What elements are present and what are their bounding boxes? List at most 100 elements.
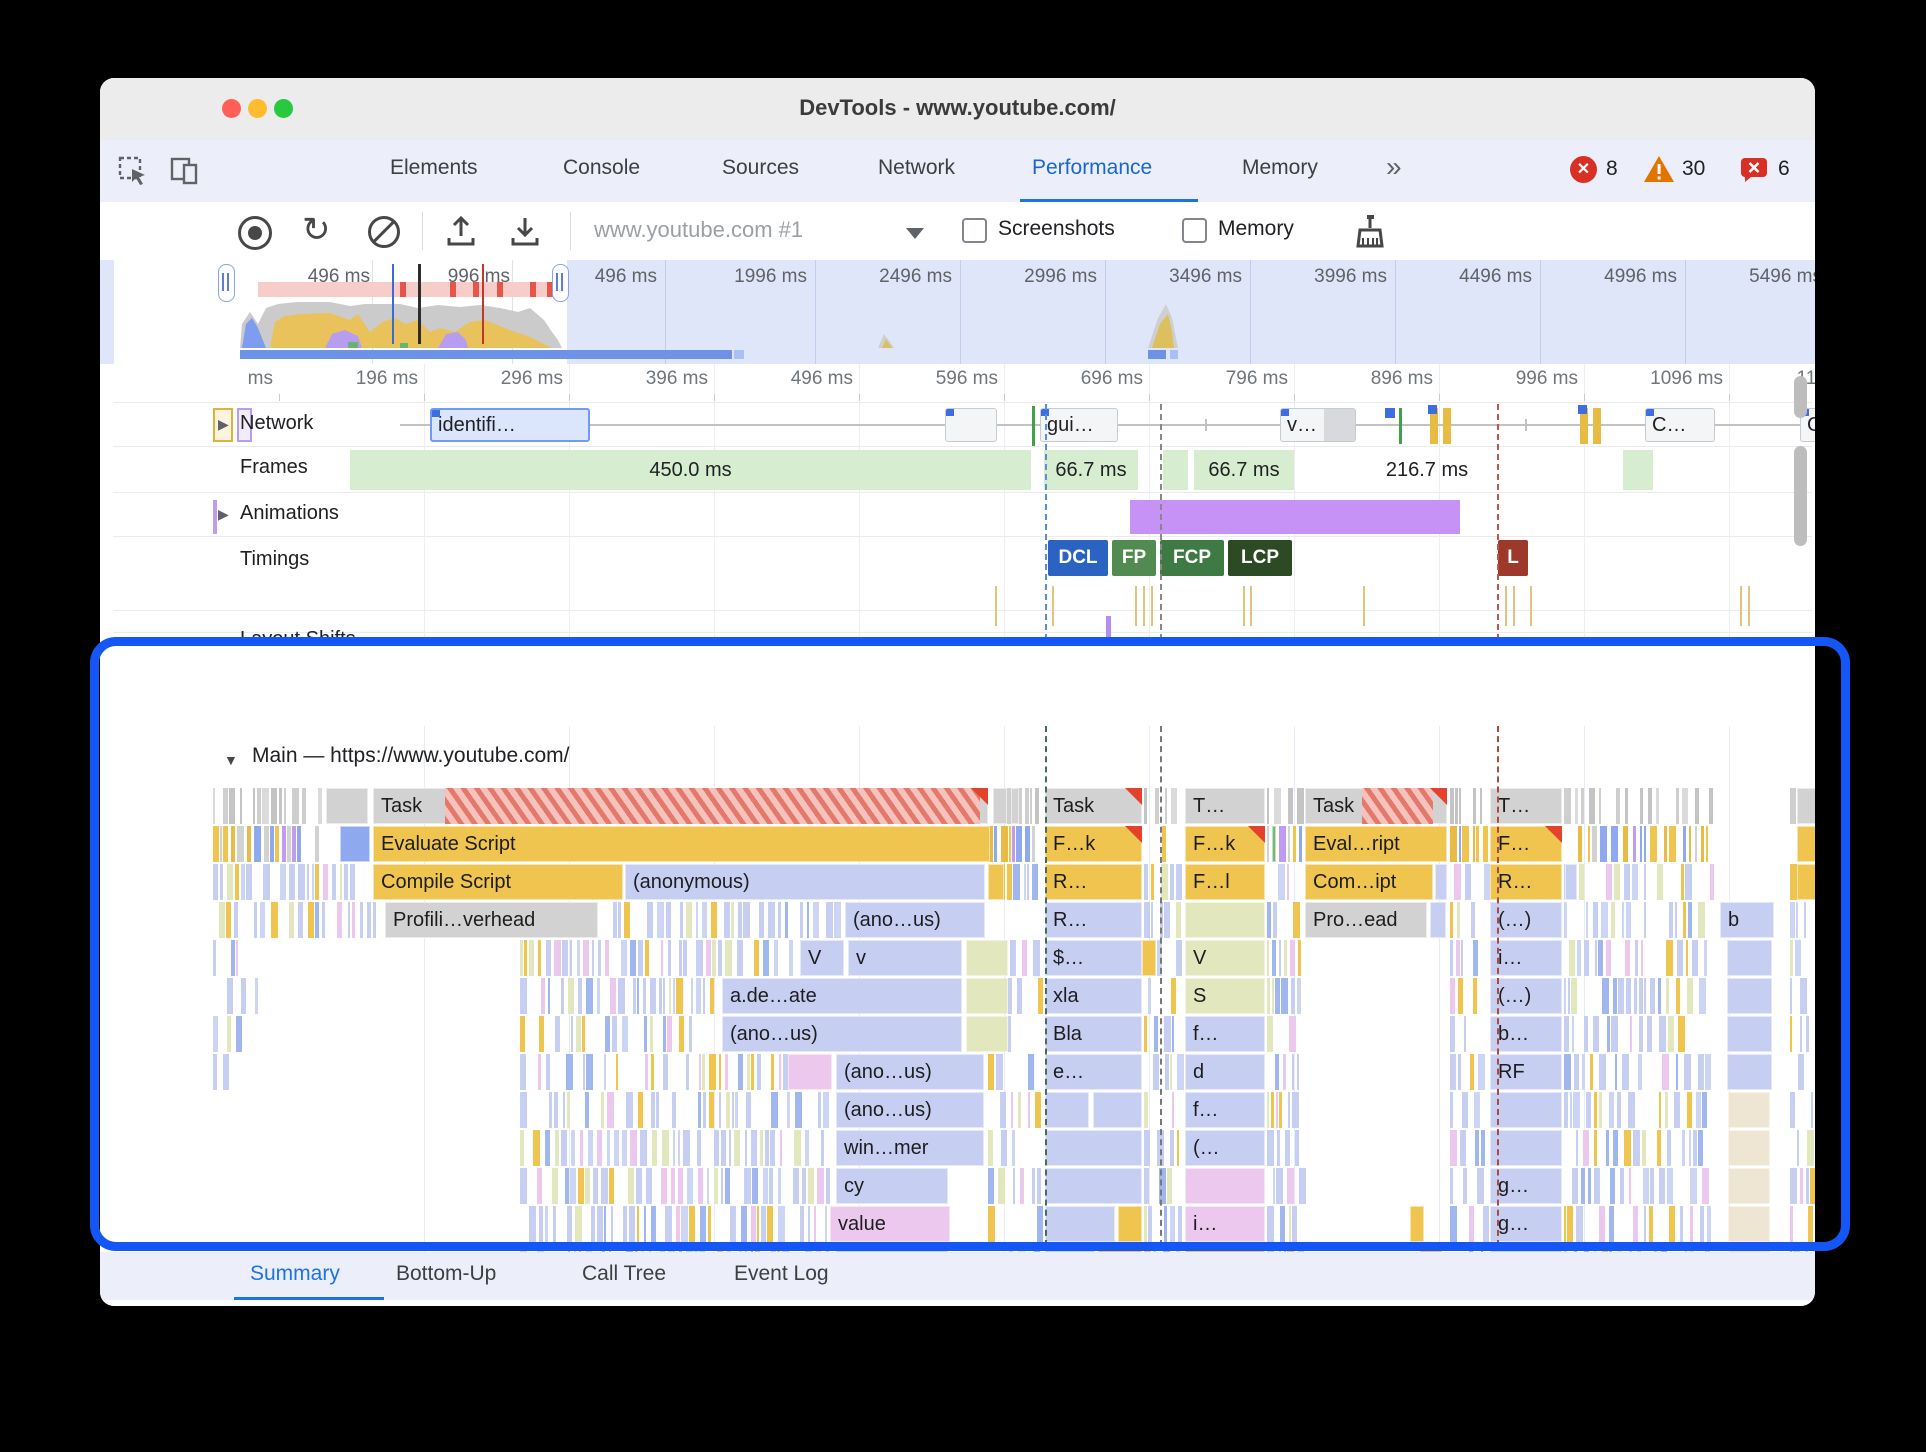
flame-bar[interactable]: g… <box>1490 1168 1562 1204</box>
flame-bar[interactable] <box>1045 1092 1089 1128</box>
flame-bar[interactable]: i… <box>1185 1206 1265 1242</box>
frames-segment[interactable] <box>1623 450 1653 490</box>
flame-bar[interactable] <box>993 788 1007 824</box>
network-chip-yellow[interactable] <box>1580 408 1588 444</box>
tab-bottom-up[interactable]: Bottom-Up <box>396 1262 497 1285</box>
flame-bar[interactable] <box>966 978 1008 1014</box>
tracks-scrollbar[interactable] <box>1794 376 1807 418</box>
frames-segment[interactable]: 66.7 ms <box>1044 450 1138 490</box>
flame-bar[interactable]: value <box>830 1206 950 1242</box>
timing-marker-dcl[interactable]: DCL <box>1048 540 1108 576</box>
inspect-element-icon[interactable] <box>118 156 148 186</box>
flame-bar[interactable]: S <box>1185 978 1265 1014</box>
flame-bar[interactable] <box>788 1054 832 1090</box>
flame-bar[interactable]: Task <box>1305 788 1447 824</box>
flame-bar[interactable] <box>1435 864 1447 900</box>
network-chip[interactable] <box>945 408 997 442</box>
flame-bar[interactable]: Bla <box>1045 1016 1142 1052</box>
memory-checkbox-label[interactable]: Memory <box>1218 217 1294 240</box>
network-chip-yellow[interactable] <box>1593 408 1601 444</box>
error-count[interactable]: 8 <box>1606 157 1618 180</box>
record-button[interactable] <box>238 216 272 250</box>
flame-bar[interactable]: (… <box>1185 1130 1265 1166</box>
animation-bar[interactable] <box>1130 500 1460 534</box>
flame-bar[interactable] <box>1565 864 1577 900</box>
panel-scrollbar[interactable] <box>1794 446 1807 546</box>
animations-expander-icon[interactable]: ▶ <box>218 506 229 522</box>
flame-bar[interactable]: i… <box>1490 940 1562 976</box>
tab-memory[interactable]: Memory <box>1242 156 1318 179</box>
flame-bar[interactable]: V <box>800 940 844 976</box>
flame-bar[interactable]: Task <box>373 788 988 824</box>
flame-bar[interactable]: (…) <box>1490 978 1562 1014</box>
flame-bar[interactable] <box>1727 978 1772 1014</box>
flame-bar[interactable]: F…k <box>1045 826 1142 862</box>
screenshots-checkbox-label[interactable]: Screenshots <box>998 217 1115 240</box>
animation-bar-clipped[interactable] <box>213 500 217 534</box>
flame-bar[interactable] <box>1728 1092 1770 1128</box>
flame-bar[interactable]: b… <box>1490 1016 1562 1052</box>
issues-count[interactable]: 6 <box>1778 157 1790 180</box>
flame-bar[interactable] <box>1045 1130 1142 1166</box>
flame-bar[interactable]: f… <box>1185 1092 1265 1128</box>
zoom-window-button[interactable] <box>274 99 293 118</box>
flame-bar[interactable]: R… <box>1045 902 1142 938</box>
flame-bar[interactable]: b <box>1720 902 1774 938</box>
timing-marker-lcp[interactable]: LCP <box>1228 540 1292 576</box>
flame-bar[interactable]: e… <box>1045 1054 1142 1090</box>
flame-bar[interactable]: g… <box>1490 1206 1562 1242</box>
flame-bar[interactable]: (ano…us) <box>845 902 985 938</box>
layout-shift-mark[interactable] <box>1106 616 1111 640</box>
overview-right-handle[interactable] <box>552 264 569 302</box>
flame-bar[interactable] <box>1727 940 1772 976</box>
network-chip-yellow[interactable] <box>1443 408 1451 444</box>
flame-bar[interactable] <box>1797 788 1815 824</box>
flame-bar[interactable]: Task <box>1045 788 1142 824</box>
flame-bar[interactable]: RF <box>1490 1054 1562 1090</box>
tab-call-tree[interactable]: Call Tree <box>582 1262 667 1285</box>
flame-bar[interactable]: Eval…ript <box>1305 826 1447 862</box>
network-chip[interactable]: identifi… <box>430 408 590 442</box>
garbage-collect-broom-icon[interactable] <box>1348 212 1386 252</box>
tab-summary[interactable]: Summary <box>250 1262 340 1285</box>
flame-bar[interactable]: (anonymous) <box>625 864 985 900</box>
flame-bar[interactable] <box>1185 1168 1265 1204</box>
flame-bar[interactable]: a.de…ate <box>722 978 962 1014</box>
frames-segment[interactable]: 66.7 ms <box>1194 450 1294 490</box>
frames-segment[interactable] <box>1163 450 1188 490</box>
flame-bar[interactable]: Pro…ead <box>1305 902 1427 938</box>
flame-bar[interactable] <box>1011 788 1019 824</box>
more-tabs-icon[interactable]: » <box>1386 151 1402 182</box>
flame-bar[interactable]: Profili…verhead <box>385 902 598 938</box>
flame-bar[interactable] <box>1727 1054 1772 1090</box>
load-profile-icon[interactable] <box>444 214 478 248</box>
flame-bar[interactable]: F… <box>1490 826 1562 862</box>
flame-bar[interactable] <box>1045 1206 1115 1242</box>
flame-bar[interactable] <box>326 788 368 824</box>
flame-bar[interactable]: d <box>1185 1054 1265 1090</box>
reload-and-record-icon[interactable]: ↻ <box>302 211 331 249</box>
flame-bar[interactable] <box>1490 1130 1562 1166</box>
memory-checkbox[interactable] <box>1182 218 1207 243</box>
profile-select-caret-icon[interactable] <box>906 228 924 239</box>
network-chip-yellow[interactable] <box>1430 408 1438 444</box>
network-chip-clipped[interactable] <box>237 408 252 442</box>
flame-bar[interactable]: Com…ipt <box>1305 864 1433 900</box>
profile-select[interactable]: www.youtube.com #1 <box>594 217 804 242</box>
overview-left-handle[interactable] <box>218 264 235 302</box>
timeline-overview[interactable]: 496 ms 996 ms 496 ms 1996 ms 2496 ms 2996 ms 3… <box>100 260 1815 365</box>
flame-bar[interactable] <box>1410 1206 1424 1242</box>
close-window-button[interactable] <box>222 99 241 118</box>
flame-bar[interactable]: F…k <box>1185 826 1265 862</box>
main-thread-flamechart[interactable]: ▼ Main — https://www.youtube.com/ Task Ta… <box>100 640 1815 1252</box>
network-chip-clipped[interactable] <box>213 408 233 442</box>
flame-bar[interactable] <box>1142 940 1156 976</box>
tab-elements[interactable]: Elements <box>390 156 478 179</box>
flame-bar[interactable] <box>1093 1092 1142 1128</box>
save-profile-icon[interactable] <box>508 214 542 248</box>
flame-bar[interactable] <box>966 940 1008 976</box>
tab-network[interactable]: Network <box>878 156 956 179</box>
main-track-expander-icon[interactable]: ▼ <box>224 752 238 768</box>
frames-segment[interactable]: 450.0 ms <box>350 450 1031 490</box>
flame-bar[interactable]: T… <box>1490 788 1562 824</box>
